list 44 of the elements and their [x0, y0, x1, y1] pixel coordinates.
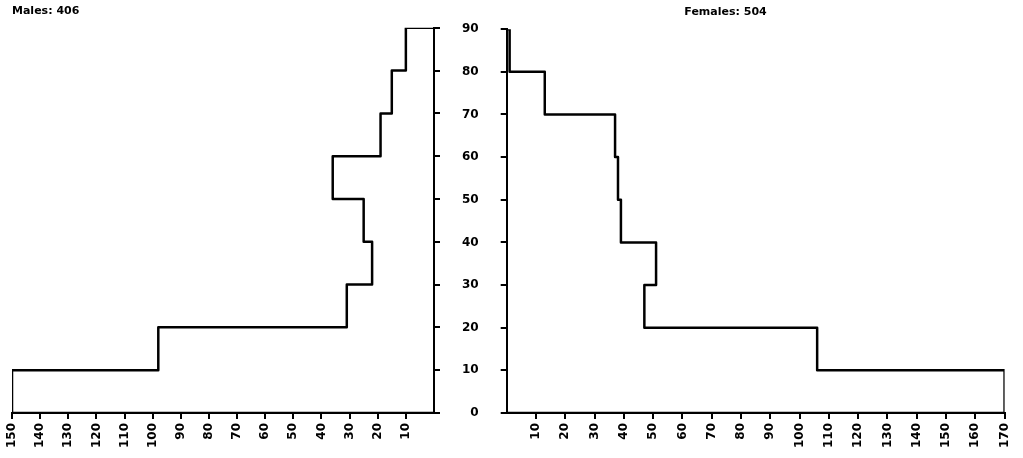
- x-tick-label: 80: [733, 422, 748, 440]
- x-tick-label: 150: [4, 422, 19, 449]
- y-tick-label: 10: [462, 362, 479, 377]
- y-tick-label: 70: [462, 106, 479, 121]
- x-tick-label: 100: [144, 422, 159, 449]
- x-tick-label: 70: [703, 422, 718, 440]
- x-tick-label: 140: [908, 422, 923, 449]
- chart-title: Females: 504: [684, 5, 768, 19]
- x-tick-label: 20: [557, 422, 572, 440]
- x-tick-label: 20: [369, 422, 384, 440]
- y-tick-label: 0: [470, 405, 479, 420]
- x-tick-label: 80: [201, 422, 216, 440]
- x-tick-label: 30: [586, 422, 601, 440]
- x-tick-label: 160: [967, 422, 982, 449]
- y-tick-label: 80: [462, 63, 479, 78]
- x-tick-label: 150: [938, 422, 953, 449]
- y-tick-label: 30: [462, 277, 479, 292]
- y-tick-label: 20: [462, 319, 479, 334]
- x-tick-label: 100: [791, 422, 806, 449]
- y-tick-label: 40: [462, 234, 479, 249]
- x-tick-label: 30: [341, 422, 356, 440]
- x-tick-label: 50: [285, 422, 300, 440]
- x-tick-label: 140: [32, 422, 47, 449]
- x-tick-label: 110: [821, 422, 835, 449]
- x-tick-label: 60: [257, 422, 272, 440]
- y-tick-label: 90: [462, 21, 479, 36]
- x-tick-label: 120: [88, 422, 103, 449]
- x-tick-label: 40: [615, 422, 630, 440]
- x-tick-label: 120: [850, 422, 865, 449]
- y-tick-label: 50: [462, 191, 479, 206]
- x-tick-label: 130: [879, 422, 894, 449]
- x-tick-label: 110: [116, 422, 131, 449]
- x-tick-label: 60: [674, 422, 689, 440]
- x-tick-label: 130: [60, 422, 75, 449]
- chart-title: Males: 406: [12, 4, 80, 18]
- y-tick-label: 60: [462, 149, 479, 164]
- x-tick-label: 50: [645, 422, 660, 440]
- x-tick-label: 90: [762, 422, 777, 440]
- x-tick-label: 90: [172, 422, 187, 440]
- x-tick-label: 70: [229, 422, 244, 440]
- x-tick-label: 10: [528, 422, 543, 440]
- x-tick-label: 40: [313, 422, 328, 440]
- x-tick-label: 170: [996, 422, 1011, 449]
- x-tick-label: 10: [397, 422, 412, 440]
